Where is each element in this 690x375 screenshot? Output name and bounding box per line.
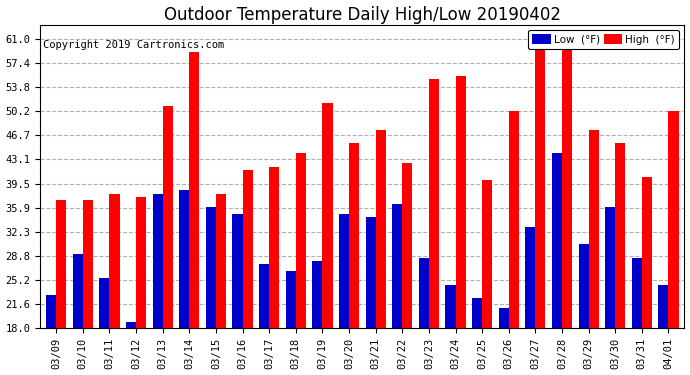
Bar (402, 163, 413, 328)
Bar (562, 35, 572, 328)
Bar (189, 52, 199, 328)
Bar (658, 285, 669, 328)
Bar (472, 298, 482, 328)
Bar (642, 177, 652, 328)
Bar (233, 214, 243, 328)
Bar (455, 76, 466, 328)
Bar (589, 130, 599, 328)
Bar (632, 258, 642, 328)
Bar (615, 143, 625, 328)
Bar (286, 271, 296, 328)
Bar (392, 204, 402, 328)
Bar (322, 103, 333, 328)
Bar (126, 322, 136, 328)
Bar (446, 285, 455, 328)
Bar (499, 308, 509, 328)
Bar (313, 261, 322, 328)
Text: Copyright 2019 Cartronics.com: Copyright 2019 Cartronics.com (43, 40, 225, 50)
Bar (99, 278, 110, 328)
Bar (152, 194, 163, 328)
Legend: Low  (°F), High  (°F): Low (°F), High (°F) (529, 30, 679, 49)
Bar (349, 143, 359, 328)
Bar (669, 111, 678, 328)
Bar (429, 79, 439, 328)
Bar (216, 194, 226, 328)
Bar (535, 39, 546, 328)
Bar (366, 217, 375, 328)
Bar (259, 264, 269, 328)
Bar (509, 111, 519, 328)
Bar (57, 200, 66, 328)
Bar (243, 170, 253, 328)
Bar (605, 207, 615, 328)
Bar (206, 207, 216, 328)
Bar (72, 254, 83, 328)
Title: Outdoor Temperature Daily High/Low 20190402: Outdoor Temperature Daily High/Low 20190… (164, 6, 561, 24)
Bar (110, 194, 119, 328)
Bar (296, 153, 306, 328)
Bar (552, 153, 562, 328)
Bar (525, 227, 535, 328)
Bar (578, 244, 589, 328)
Bar (136, 197, 146, 328)
Bar (83, 200, 93, 328)
Bar (375, 130, 386, 328)
Bar (179, 190, 189, 328)
Bar (269, 166, 279, 328)
Bar (339, 214, 349, 328)
Bar (46, 295, 57, 328)
Bar (482, 180, 492, 328)
Bar (163, 106, 172, 328)
Bar (419, 258, 429, 328)
